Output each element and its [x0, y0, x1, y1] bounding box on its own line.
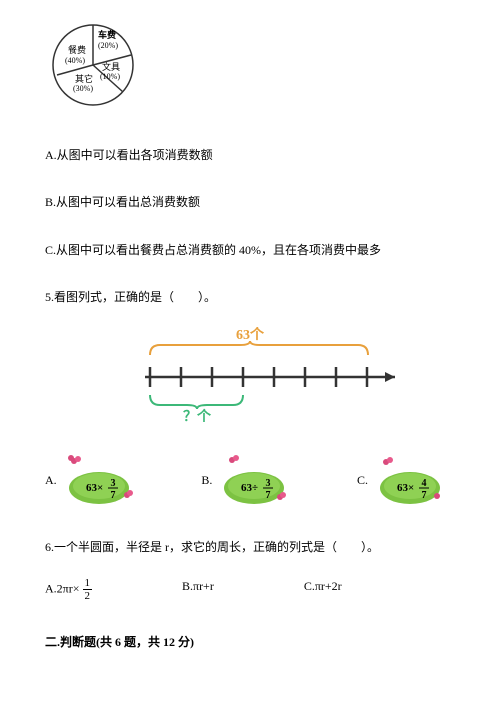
- svg-text:63×: 63×: [397, 482, 414, 494]
- option-b: B.从图中可以看出总消费数额: [45, 193, 455, 212]
- q6-a-num: 1: [83, 577, 93, 590]
- svg-text:7: 7: [266, 490, 271, 501]
- q6-a-text: A.2πr×: [45, 582, 80, 596]
- abc-b-prefix: B.: [201, 471, 212, 490]
- q6-option-a: A.2πr× 1 2: [45, 577, 92, 602]
- svg-text:4: 4: [421, 478, 426, 489]
- abc-c-prefix: C.: [357, 471, 368, 490]
- pie-pct-1: (20%): [98, 41, 118, 50]
- option-c: C.从图中可以看出餐费占总消费额的 40%，且在各项消费中最多: [45, 241, 455, 260]
- svg-text:3: 3: [110, 478, 115, 489]
- question-6: 6.一个半圆面，半径是 r，求它的周长，正确的列式是（ ）。: [45, 538, 455, 557]
- svg-text:63×: 63×: [86, 482, 103, 494]
- abc-options: A. 63× 3 7 B. 63÷ 3: [45, 453, 455, 508]
- section-2-title: 二.判断题(共 6 题，共 12 分): [45, 633, 455, 652]
- svg-text:7: 7: [421, 490, 426, 501]
- option-a: A.从图中可以看出各项消费数额: [45, 146, 455, 165]
- pie-chart: 餐费 (40%) 车费 (20%) 文具 (10%) 其它 (30%): [45, 20, 455, 116]
- lily-c: 63× 4 7: [370, 453, 455, 508]
- q6-option-b: B.πr+r: [182, 577, 214, 602]
- q6-a-den: 2: [83, 590, 93, 602]
- top-label: 63个: [236, 327, 265, 343]
- lily-a: 63× 3 7: [59, 453, 144, 508]
- abc-option-a: A. 63× 3 7: [45, 453, 144, 508]
- abc-option-b: B. 63÷ 3 7: [201, 453, 299, 508]
- lily-b: 63÷ 3 7: [214, 453, 299, 508]
- pie-label-3: 其它: [75, 73, 93, 84]
- svg-text:3: 3: [266, 478, 271, 489]
- svg-text:63÷: 63÷: [241, 482, 258, 494]
- pie-pct-2: (10%): [100, 72, 120, 81]
- svg-text:7: 7: [110, 490, 115, 501]
- q6-option-c: C.πr+2r: [304, 577, 342, 602]
- pie-label-1: 车费: [98, 29, 116, 40]
- pie-label-2: 文具: [102, 61, 120, 72]
- abc-a-prefix: A.: [45, 471, 57, 490]
- pie-pct-3: (30%): [73, 84, 93, 93]
- question-5: 5.看图列式，正确的是（ ）。: [45, 288, 455, 307]
- abc-option-c: C. 63× 4 7: [357, 453, 455, 508]
- q6-options: A.2πr× 1 2 B.πr+r C.πr+2r: [45, 577, 455, 602]
- pie-pct-0: (40%): [65, 56, 85, 65]
- bottom-label: ？个: [183, 408, 212, 422]
- bracket-diagram: 63个 ？个: [45, 327, 455, 428]
- pie-label-0: 餐费: [68, 44, 86, 55]
